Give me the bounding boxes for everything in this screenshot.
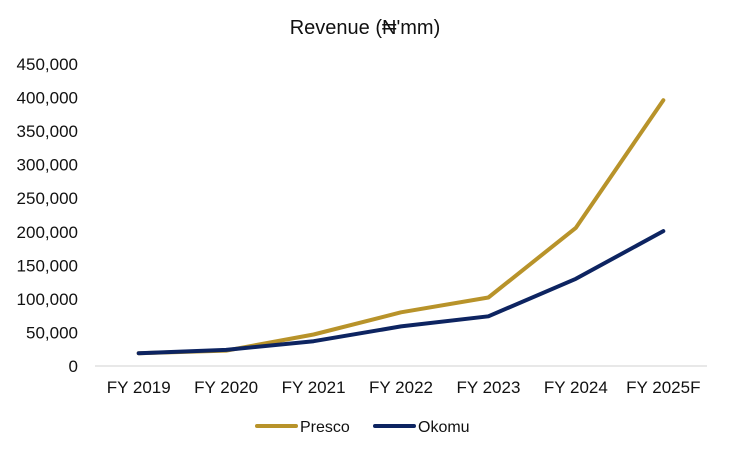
series-line-presco — [136, 98, 666, 356]
series-group — [136, 98, 666, 356]
legend-label-presco: Presco — [300, 419, 350, 436]
y-tick-label: 450,000 — [17, 55, 78, 74]
y-tick-label: 200,000 — [17, 223, 78, 242]
x-tick-label: FY 2024 — [544, 378, 608, 397]
y-tick-label: 150,000 — [17, 256, 78, 275]
legend-label-okomu: Okomu — [418, 419, 470, 436]
x-tick-label: FY 2021 — [282, 378, 346, 397]
x-tick-label: FY 2023 — [456, 378, 520, 397]
y-tick-label: 50,000 — [26, 323, 78, 342]
x-tick-label: FY 2019 — [107, 378, 171, 397]
x-axis: FY 2019 FY 2020 FY 2021 FY 2022 FY 2023 FY 20… — [107, 378, 701, 397]
chart-title: Revenue (₦'mm) — [290, 17, 441, 39]
x-tick-label: FY 2020 — [194, 378, 258, 397]
y-tick-label: 0 — [69, 357, 78, 376]
y-tick-label: 350,000 — [17, 122, 78, 141]
y-tick-label: 300,000 — [17, 156, 78, 175]
y-tick-label: 400,000 — [17, 89, 78, 108]
legend: Presco Okomu — [255, 419, 470, 436]
y-tick-label: 250,000 — [17, 189, 78, 208]
x-tick-label: FY 2025F — [626, 378, 700, 397]
series-line-okomu — [136, 229, 666, 356]
y-axis: 0 50,000 100,000 150,000 200,000 250,000 300,0… — [17, 55, 78, 376]
x-tick-label: FY 2022 — [369, 378, 433, 397]
y-tick-label: 100,000 — [17, 290, 78, 309]
